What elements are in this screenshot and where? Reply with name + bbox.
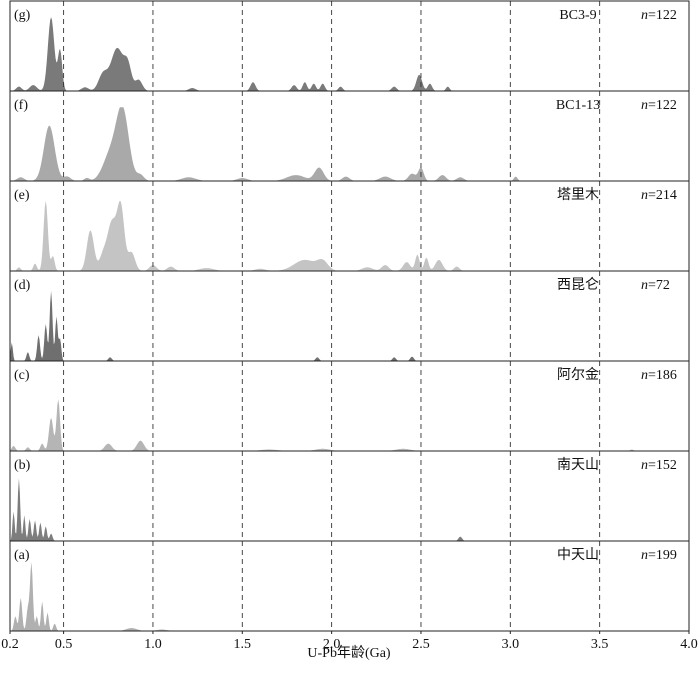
x-tick-label: 3.0 (502, 637, 520, 652)
sample-count-symbol: n (641, 368, 648, 383)
panel-g (10, 17, 689, 92)
panel-letter: (d) (14, 278, 31, 293)
x-axis-ticks: 0.2 0.5 1.0 1.5 2.0 2.5 3.0 3.5 4.0 (1, 631, 698, 652)
x-tick-label: 1.5 (234, 637, 252, 652)
density-area (10, 17, 689, 92)
panel-a (10, 562, 689, 631)
sample-count-value: =122 (648, 98, 677, 113)
panel-sample-count: n=122 (641, 98, 677, 113)
panel-sample-name: 西昆仑 (557, 277, 599, 293)
sample-count-value: =72 (648, 278, 670, 293)
panel-sample-count: n=214 (641, 188, 677, 203)
sample-count-symbol: n (641, 458, 648, 473)
sample-count-value: =122 (648, 8, 677, 23)
sample-count-symbol: n (641, 278, 648, 293)
sample-count-symbol: n (641, 98, 648, 113)
panel-f (10, 107, 689, 182)
x-tick-label: 0.2 (1, 637, 19, 652)
x-tick-label: 2.0 (323, 637, 341, 652)
panel-sample-name: 阿尔金 (557, 367, 599, 383)
panel-e (10, 200, 689, 272)
panel-c (10, 399, 689, 452)
panel-sample-name: 中天山 (557, 547, 599, 563)
x-tick-label: 3.5 (591, 637, 609, 652)
density-area (10, 200, 689, 271)
density-area (10, 562, 689, 631)
panel-letter: (g) (14, 8, 31, 23)
sample-count-value: =186 (648, 368, 677, 383)
density-area (10, 290, 689, 361)
panel-letter: (c) (14, 368, 30, 383)
x-tick-label: 1.0 (144, 637, 162, 652)
panel-sample-count: n=199 (641, 548, 677, 563)
panel-sample-count: n=186 (641, 368, 677, 383)
panels (10, 17, 689, 631)
panel-sample-name: BC1-13 (556, 98, 600, 113)
panel-sample-count: n=122 (641, 8, 677, 23)
panel-labels: (g) BC3-9 n=122(f) BC1-13 n=122(e) 塔里木 n=214(d… (14, 8, 677, 563)
x-tick-label: 4.0 (680, 637, 698, 652)
sample-count-symbol: n (641, 188, 648, 203)
density-area (10, 478, 689, 541)
x-tick-label: 0.5 (55, 637, 73, 652)
panel-sample-name: BC3-9 (559, 8, 596, 23)
panel-letter: (f) (14, 98, 28, 113)
sample-count-symbol: n (641, 548, 648, 563)
panel-letter: (b) (14, 458, 31, 473)
sample-count-value: =199 (648, 548, 677, 563)
panel-sample-name: 南天山 (557, 457, 599, 473)
panel-sample-count: n=152 (641, 458, 677, 473)
panel-letter: (e) (14, 188, 30, 203)
plot-frame (9, 0, 690, 632)
sample-count-value: =152 (648, 458, 677, 473)
panel-letter: (a) (14, 548, 30, 563)
panel-sample-name: 塔里木 (557, 187, 599, 203)
dashed-gridlines (63, 1, 601, 631)
sample-count-value: =214 (648, 188, 677, 203)
panel-d (10, 290, 689, 362)
panel-sample-count: n=72 (641, 278, 670, 293)
density-area (10, 107, 689, 181)
x-axis-title: U-Pb年龄(Ga) (307, 645, 391, 661)
x-tick-label: 2.5 (412, 637, 430, 652)
density-area (10, 399, 689, 451)
panel-b (10, 478, 689, 542)
sample-count-symbol: n (641, 8, 648, 23)
